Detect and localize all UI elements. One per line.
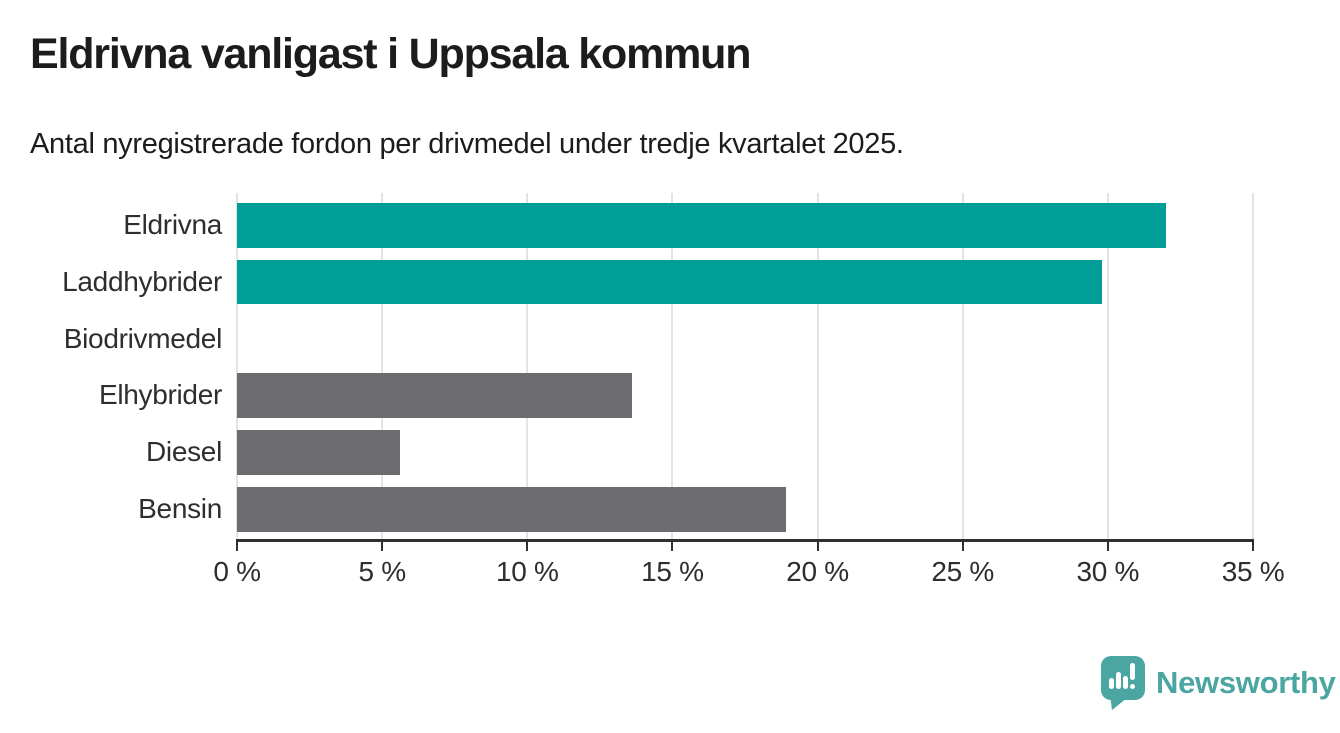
axis-tick-label: 25 % (931, 556, 995, 587)
axis-tick-label: 20 % (786, 556, 849, 587)
bar-bensin (237, 487, 786, 532)
axis-tick (1106, 542, 1109, 551)
category-label: Elhybrider (98, 379, 222, 411)
bar-elhybrider (237, 373, 632, 418)
category-label: Bensin (138, 493, 222, 524)
bar-laddhybrider (237, 259, 1103, 305)
axis-tick-label: 30 % (1076, 556, 1140, 587)
gridline (1252, 193, 1254, 541)
gridline (381, 193, 384, 541)
axis-tick (816, 542, 819, 551)
axis-tick (1252, 542, 1254, 551)
category-label: Eldrivna (123, 209, 222, 240)
bar-diesel (237, 430, 400, 475)
x-axis-line (236, 539, 1254, 542)
axis-tick (961, 542, 964, 551)
gridline (671, 193, 674, 541)
brand-logo: Newsworthy (1100, 655, 1336, 711)
axis-tick-label: 5 % (358, 556, 406, 587)
bar-eldrivna (237, 203, 1166, 248)
category-axis: Eldrivna Laddhybrider Biodrivmedel Elhybrid… (0, 193, 222, 541)
gridline (816, 193, 819, 541)
axis-tick (381, 542, 384, 551)
gridline (236, 193, 238, 541)
category-label: Laddhybrider (62, 265, 222, 297)
gridline (1106, 193, 1109, 541)
axis-tick-label: 35 % (1221, 556, 1285, 587)
axis-tick-label: 15 % (641, 556, 704, 587)
gridline (961, 193, 964, 541)
category-label: Biodrivmedel (63, 322, 223, 354)
category-label: Diesel (145, 436, 222, 468)
axis-tick (526, 542, 529, 551)
axis-tick (671, 542, 674, 551)
gridline (526, 193, 529, 541)
newsworthy-speech-bubble-bar-chart-icon (1101, 656, 1145, 710)
chart-subtitle: Antal nyregistrerade fordon per drivmede… (30, 128, 904, 160)
chart-title: Eldrivna vanligast i Uppsala kommun (30, 30, 751, 78)
brand-name: Newsworthy (1156, 665, 1336, 700)
plot-area (236, 193, 1254, 541)
axis-tick-label: 10 % (495, 556, 559, 587)
axis-tick (236, 542, 238, 551)
axis-tick-label: 0 % (213, 556, 261, 587)
